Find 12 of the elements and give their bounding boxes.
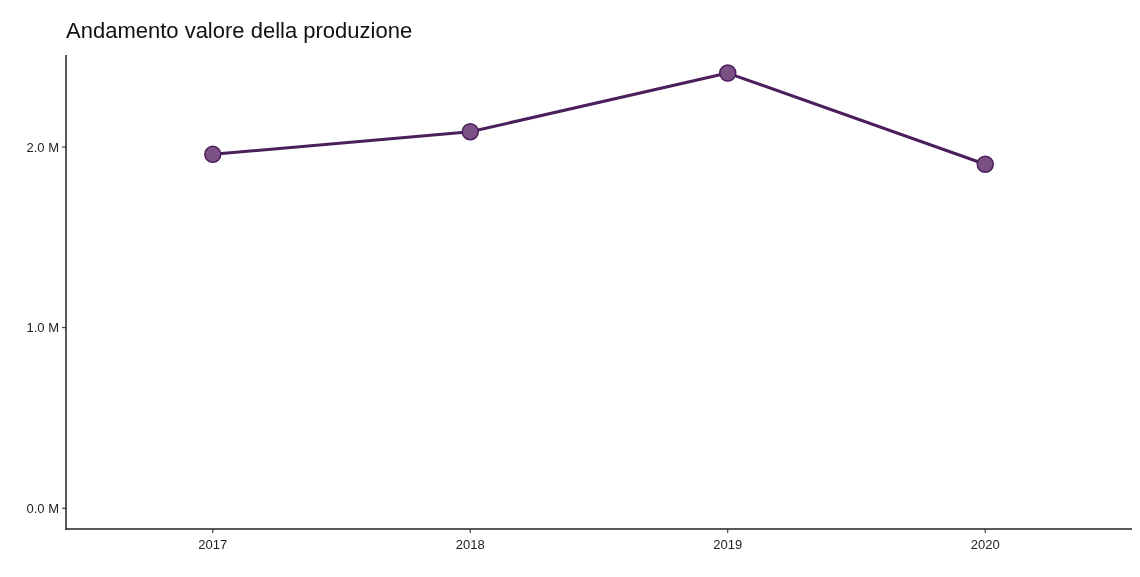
x-tick-label: 2020 [970, 537, 1000, 552]
x-tick-label: 2017 [198, 537, 228, 552]
point [204, 145, 222, 164]
x-tick-label: 2018 [455, 537, 485, 552]
chart-title: Andamento valore della produzione [66, 18, 413, 43]
point [718, 64, 737, 82]
point [976, 155, 994, 173]
x-tick-label: 2019 [713, 537, 743, 552]
point [461, 122, 480, 141]
y-tick-label: 0.0 M [26, 500, 59, 516]
y-tick-label: 2.0 M [26, 139, 59, 155]
y-tick-label: 1.0 M [26, 320, 59, 336]
